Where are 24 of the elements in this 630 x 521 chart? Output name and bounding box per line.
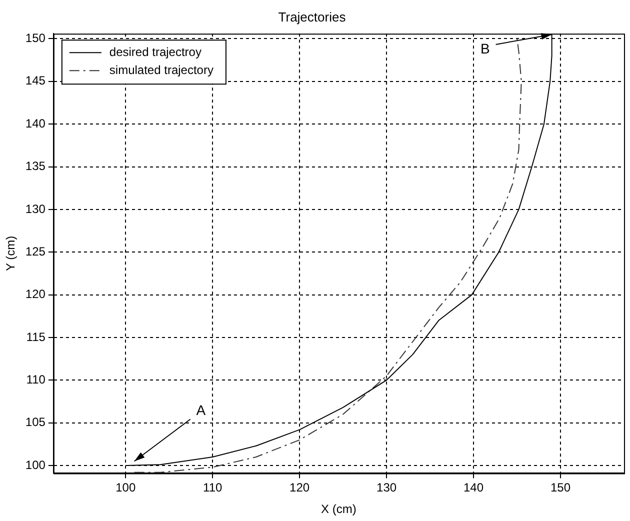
annotation: A <box>196 402 206 418</box>
x-tick-label: 130 <box>376 480 397 495</box>
y-tick-label: 135 <box>25 159 46 174</box>
y-tick-label: 120 <box>25 287 46 302</box>
y-tick-label: 115 <box>26 330 46 344</box>
x-axis-title: X (cm) <box>321 502 356 516</box>
y-tick-label: 105 <box>25 415 46 430</box>
y-tick-label: 145 <box>25 74 46 88</box>
y-tick-label: 125 <box>25 244 46 258</box>
y-axis-title: Y (cm) <box>4 236 18 271</box>
y-tick-label: 150 <box>25 31 46 46</box>
chart-title: Trajectories <box>278 9 346 24</box>
y-tick-label: 110 <box>26 372 46 386</box>
x-tick-label: 120 <box>290 480 310 495</box>
y-tick-label: 140 <box>25 116 46 130</box>
legend-label: simulated trajectory <box>109 62 214 77</box>
x-tick-label: 110 <box>203 480 222 495</box>
legend-label: desired trajectroy <box>109 44 202 59</box>
x-tick-label: 150 <box>550 480 571 495</box>
y-tick-label: 130 <box>25 202 46 216</box>
x-tick-label: 100 <box>116 480 136 495</box>
y-tick-label: 100 <box>25 458 46 472</box>
x-tick-label: 140 <box>464 480 484 495</box>
annotation: B <box>480 40 490 56</box>
